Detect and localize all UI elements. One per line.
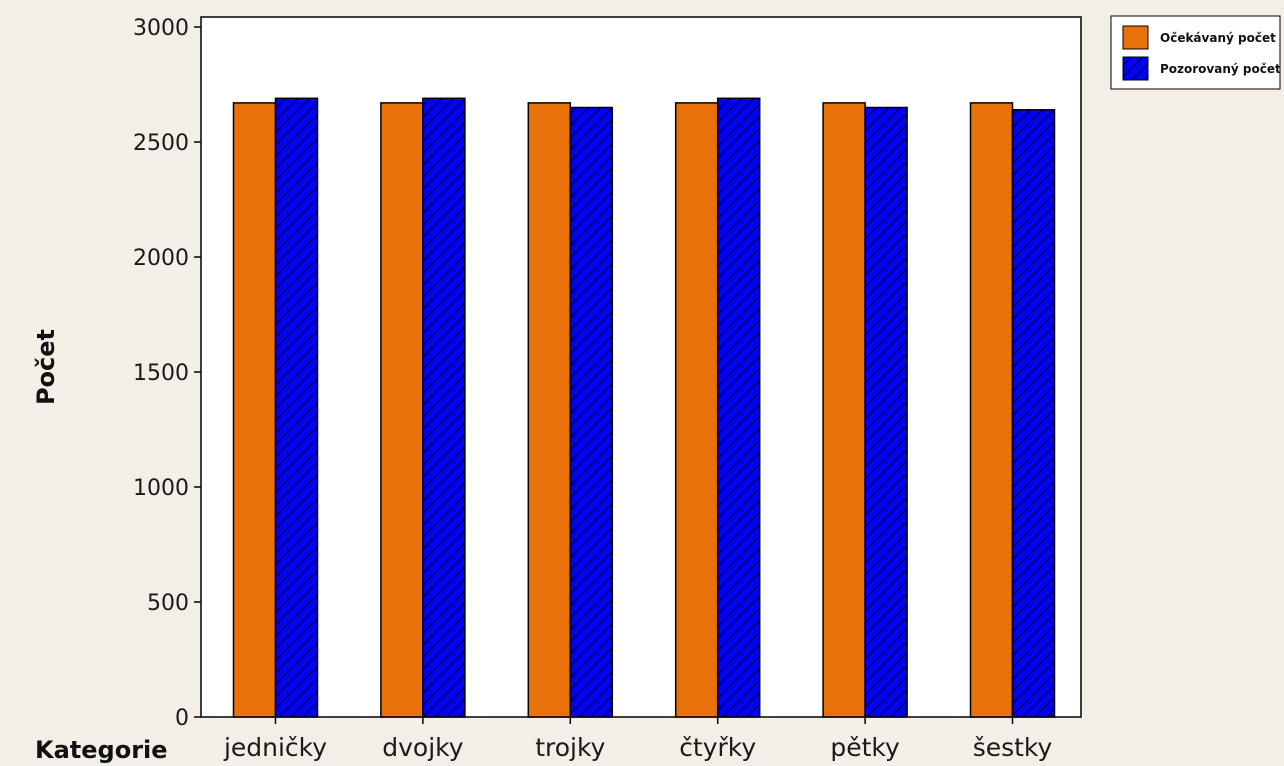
y-axis-label: Počet — [32, 329, 60, 405]
legend: Očekávaný počet Pozorovaný počet — [1110, 15, 1281, 90]
y-tick-label: 2000 — [133, 246, 189, 271]
x-axis: jedničky dvojky trojky čtyřky pětky šestky — [223, 717, 1053, 762]
y-tick-label: 500 — [147, 591, 189, 616]
x-tick-label: trojky — [535, 733, 605, 762]
bar-expected-3 — [674, 102, 719, 718]
bar-expected-2 — [527, 102, 572, 718]
x-tick-label: jedničky — [223, 733, 327, 762]
legend-swatch-expected — [1122, 25, 1149, 50]
bar-observed-3 — [716, 97, 761, 718]
bar-expected-4 — [822, 102, 866, 718]
y-tick-label: 1000 — [133, 476, 189, 501]
bar-observed-4 — [864, 106, 908, 718]
x-tick-label: šestky — [973, 733, 1053, 762]
y-axis: 0 500 1000 1500 2000 2500 3000 — [133, 16, 201, 731]
bar-observed-0 — [274, 97, 319, 718]
x-tick-label: čtyřky — [679, 733, 756, 762]
bar-observed-2 — [569, 106, 614, 718]
plot-area — [200, 16, 1082, 718]
legend-label-expected: Očekávaný počet — [1160, 31, 1276, 45]
bar-expected-5 — [969, 102, 1014, 718]
bar-observed-5 — [1011, 109, 1056, 718]
bar-observed-1 — [422, 97, 466, 718]
x-axis-label: Kategorie — [35, 736, 168, 764]
y-tick-label: 0 — [175, 706, 189, 731]
x-tick-label: dvojky — [382, 733, 463, 762]
legend-label-observed: Pozorovaný počet — [1160, 62, 1281, 76]
y-tick-label: 1500 — [133, 361, 189, 386]
y-tick-label: 2500 — [133, 131, 189, 156]
bar-expected-0 — [232, 102, 277, 718]
bar-expected-1 — [380, 102, 424, 718]
x-tick-label: pětky — [830, 733, 900, 762]
legend-swatch-observed — [1122, 56, 1149, 81]
bars — [232, 97, 1056, 718]
y-tick-label: 3000 — [133, 16, 189, 41]
